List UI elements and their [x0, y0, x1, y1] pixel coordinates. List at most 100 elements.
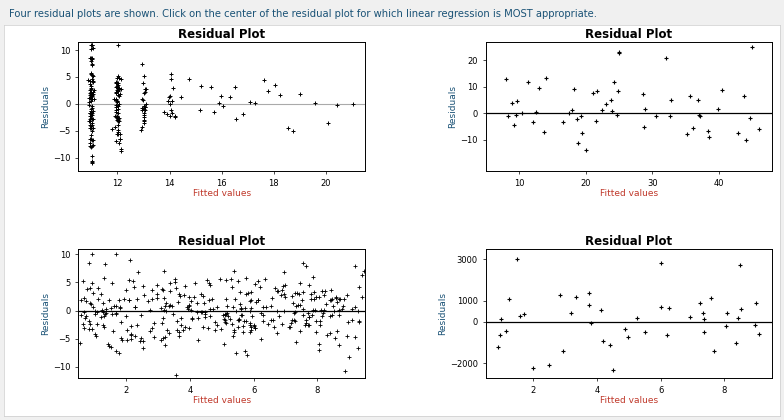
Point [220, 296, 232, 302]
Point [296, 259, 309, 266]
Point [156, 315, 169, 321]
Point [494, 315, 506, 322]
Point [111, 80, 123, 87]
Point [622, 333, 634, 340]
Point [203, 280, 216, 287]
Point [109, 123, 122, 130]
Point [182, 301, 194, 308]
Point [738, 93, 750, 100]
Point [110, 102, 122, 109]
Point [271, 330, 284, 336]
Point [579, 146, 592, 153]
Point [85, 84, 97, 91]
Point [340, 291, 353, 298]
Point [238, 304, 251, 311]
Point [121, 326, 133, 333]
Point [114, 131, 126, 137]
Point [133, 338, 146, 344]
Point [234, 300, 246, 307]
Point [164, 70, 176, 77]
Point [320, 301, 332, 308]
Point [324, 297, 336, 304]
Point [85, 46, 97, 52]
Point [85, 85, 97, 92]
Point [297, 306, 310, 312]
Point [351, 345, 364, 352]
Point [162, 110, 174, 117]
Point [111, 82, 123, 89]
Point [85, 89, 97, 95]
Point [102, 341, 114, 347]
Point [86, 290, 99, 297]
Point [106, 310, 118, 317]
Point [310, 328, 322, 335]
Point [260, 304, 273, 311]
Point [230, 308, 242, 315]
Point [244, 308, 256, 315]
Point [255, 336, 267, 343]
Point [126, 278, 139, 284]
Point [120, 336, 132, 343]
Point [219, 312, 231, 319]
Point [175, 94, 187, 101]
Point [355, 294, 368, 301]
Point [89, 331, 101, 337]
Point [85, 120, 98, 126]
Point [172, 332, 185, 339]
Point [349, 263, 361, 270]
Point [85, 159, 98, 165]
Point [221, 302, 234, 309]
Point [83, 318, 96, 324]
Point [746, 44, 758, 51]
Point [112, 105, 125, 112]
Point [305, 312, 318, 319]
Point [185, 297, 198, 304]
Point [265, 317, 278, 323]
Point [85, 153, 98, 160]
Point [326, 303, 339, 310]
Point [219, 310, 231, 317]
Point [164, 302, 176, 309]
Point [85, 54, 98, 61]
Point [97, 321, 110, 328]
Point [84, 299, 96, 306]
Point [500, 328, 513, 335]
Point [112, 121, 125, 128]
Point [492, 344, 504, 351]
Point [100, 306, 113, 312]
Point [352, 317, 365, 324]
Point [85, 58, 98, 64]
Point [225, 320, 238, 327]
Point [662, 305, 675, 312]
Point [215, 326, 227, 333]
Point [205, 84, 217, 91]
Point [158, 334, 171, 341]
Point [87, 142, 100, 149]
Point [83, 320, 96, 327]
Point [223, 316, 236, 323]
Point [333, 312, 346, 318]
Point [227, 327, 240, 333]
Point [110, 137, 122, 144]
Point [697, 329, 710, 336]
Point [137, 80, 150, 87]
Point [151, 294, 163, 301]
Point [84, 116, 96, 122]
Point [139, 103, 151, 110]
Point [262, 87, 274, 94]
Point [334, 296, 347, 302]
Point [230, 349, 242, 356]
Point [347, 101, 359, 108]
Point [79, 315, 92, 321]
Point [83, 113, 96, 120]
Point [186, 315, 198, 322]
X-axis label: Fitted values: Fitted values [600, 396, 658, 405]
Point [228, 328, 241, 335]
Point [86, 60, 99, 67]
Point [655, 260, 667, 267]
Point [84, 94, 96, 100]
Point [137, 344, 150, 351]
Point [583, 302, 596, 308]
Y-axis label: Residuals: Residuals [438, 292, 447, 335]
Point [125, 336, 138, 343]
